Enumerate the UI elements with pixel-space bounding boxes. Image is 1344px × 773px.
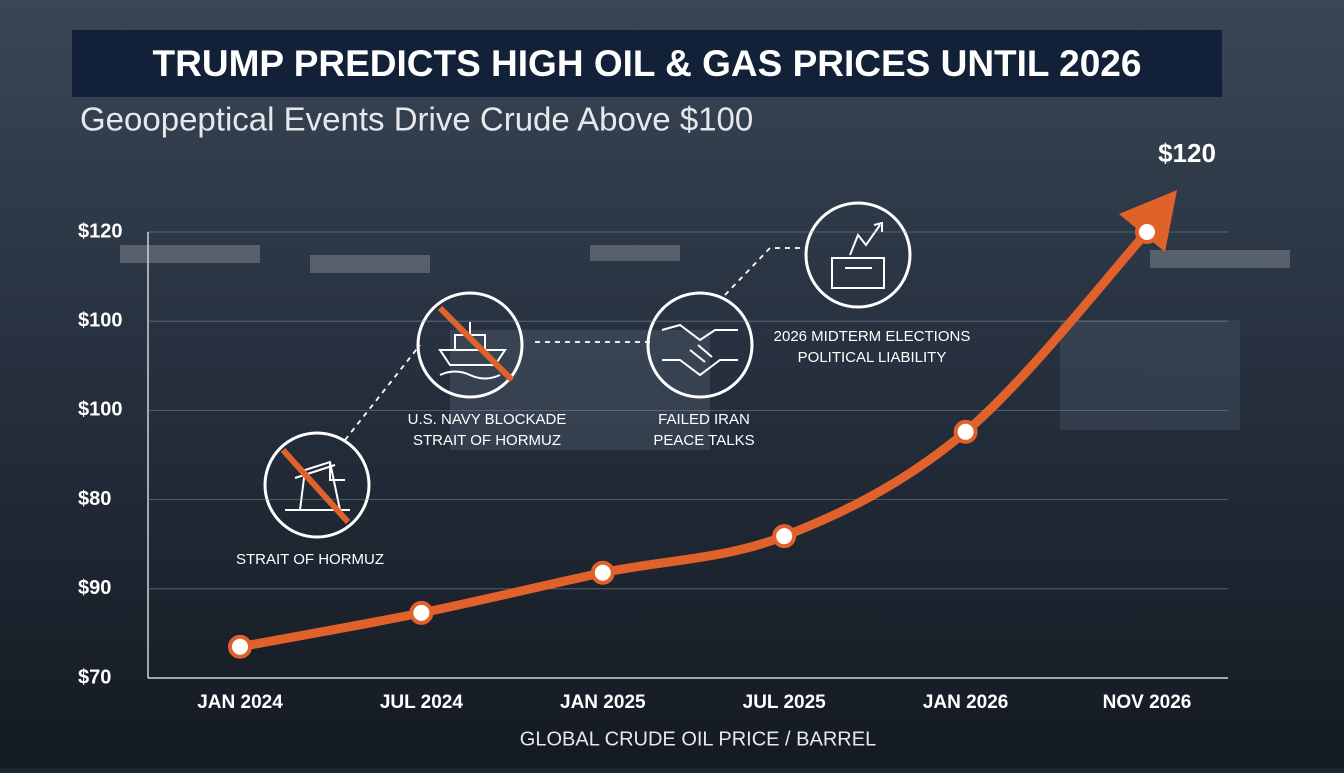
title-bar — [72, 30, 1222, 97]
data-point — [228, 634, 252, 659]
icons — [263, 201, 912, 539]
connectors — [344, 247, 805, 441]
price-line — [235, 227, 1152, 652]
x-tick-label: JAN 2026 — [923, 692, 1009, 713]
data-point — [590, 560, 615, 585]
x-tick-label: JAN 2025 — [560, 692, 646, 713]
y-tick-label: $80 — [78, 488, 111, 510]
y-tick-label: $120 — [78, 220, 123, 242]
data-point — [1135, 220, 1159, 244]
x-tick-label: JAN 2024 — [197, 692, 283, 713]
y-tick-label: $100 — [78, 309, 123, 331]
chart-subtitle: Geoopeptical Events Drive Crude Above $1… — [80, 101, 753, 138]
chart-title: TRUMP PREDICTS HIGH OIL & GAS PRICES UNT… — [153, 43, 1142, 84]
x-tick-label: JUL 2025 — [743, 692, 827, 713]
data-point — [953, 419, 978, 444]
x-axis-label: GLOBAL CRUDE OIL PRICE / BARREL — [520, 728, 876, 750]
x-tick-label: NOV 2026 — [1103, 692, 1192, 713]
y-tick-label: $100 — [78, 399, 123, 421]
annotation: STRAIT OF HORMUZ — [413, 432, 561, 449]
annotation: FAILED IRAN — [658, 411, 750, 428]
annotation: POLITICAL LIABILITY — [798, 349, 947, 366]
data-point — [772, 524, 797, 549]
annotation: 2026 MIDTERM ELECTIONS — [774, 328, 971, 345]
annotation: PEACE TALKS — [653, 432, 754, 449]
end-label: $120 — [1158, 138, 1216, 168]
annotation: U.S. NAVY BLOCKADE — [408, 411, 567, 428]
y-tick-label: $90 — [78, 577, 111, 599]
y-tick-label: $70 — [78, 666, 111, 688]
data-point — [409, 600, 434, 625]
x-tick-label: JUL 2024 — [380, 692, 464, 713]
annotation: STRAIT OF HORMUZ — [236, 551, 384, 568]
